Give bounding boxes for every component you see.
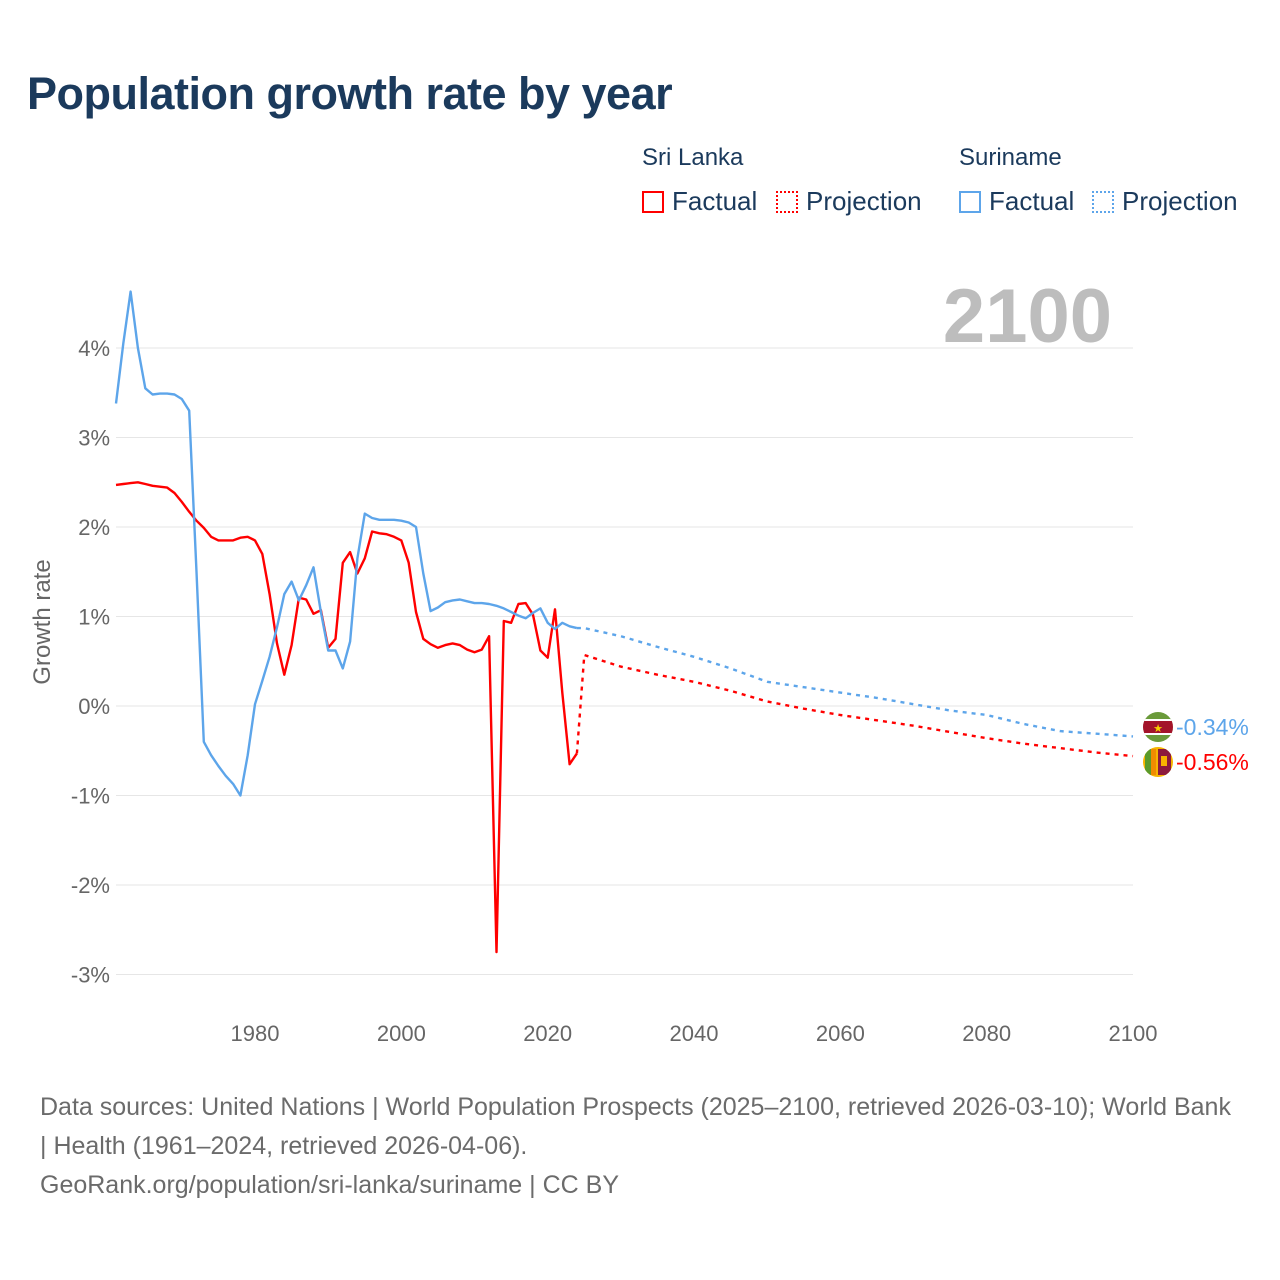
chart-title: Population growth rate by year (27, 68, 673, 119)
y-tick-label: -3% (71, 963, 110, 988)
legend-sri-lanka-factual[interactable]: Factual (642, 186, 757, 217)
legend-label: Projection (1122, 186, 1238, 216)
legend-sri-lanka-projection[interactable]: Projection (776, 186, 922, 217)
y-tick-label: -1% (71, 784, 110, 809)
y-tick-label: 4% (78, 336, 110, 361)
suriname-projection-line (576, 626, 1134, 738)
x-tick-label: 2040 (670, 1021, 719, 1046)
credit-link[interactable]: GeoRank.org/population/sri-lanka/surinam… (40, 1171, 619, 1199)
end-label-sri-lanka: -0.56% (1176, 749, 1249, 775)
suriname-flag-icon: ★ (1143, 712, 1173, 742)
end-label-suriname: -0.34% (1176, 714, 1249, 740)
y-tick-label: 1% (78, 605, 110, 630)
legend-label: Projection (806, 186, 922, 216)
legend-suriname-projection[interactable]: Projection (1092, 186, 1238, 217)
footer: Data sources: United Nations | World Pop… (40, 1088, 1240, 1205)
sri-lanka-flag-icon (1143, 747, 1173, 777)
legend-swatch-solid (642, 190, 664, 213)
suriname-factual-line (114, 290, 578, 797)
data-sources: Data sources: United Nations | World Pop… (40, 1093, 1231, 1160)
svg-text:★: ★ (1153, 723, 1163, 735)
y-tick-label: 0% (78, 694, 110, 719)
x-tick-label: 2100 (1109, 1021, 1158, 1046)
sri-lanka-factual-line (115, 481, 578, 954)
x-tick-label: 2000 (377, 1021, 426, 1046)
legend-swatch-dotted (776, 190, 798, 213)
x-tick-label: 1980 (231, 1021, 280, 1046)
year-watermark: 2100 (943, 274, 1112, 359)
legend-swatch-dotted (1092, 190, 1114, 213)
legend-label: Factual (672, 186, 758, 216)
x-tick-label: 2080 (962, 1021, 1011, 1046)
sri-lanka-projection-line (575, 653, 1134, 758)
legend-label: Factual (989, 186, 1075, 216)
legend-heading-sri-lanka: Sri Lanka (642, 144, 744, 171)
x-tick-label: 2060 (816, 1021, 865, 1046)
y-tick-label: 2% (78, 515, 110, 540)
chart-area: 4% 3% 2% 1% 0% -1% -2% -3% 1980 2000 2020 2040 2060 2… (29, 274, 1249, 1046)
y-axis-label: Growth rate (29, 559, 56, 684)
x-tick-label: 2020 (523, 1021, 572, 1046)
legend-heading-suriname: Suriname (959, 144, 1062, 171)
y-tick-label: 3% (78, 426, 110, 451)
legend-swatch-solid (959, 190, 981, 213)
legend-suriname-factual[interactable]: Factual (959, 186, 1074, 217)
y-tick-label: -2% (71, 873, 110, 898)
